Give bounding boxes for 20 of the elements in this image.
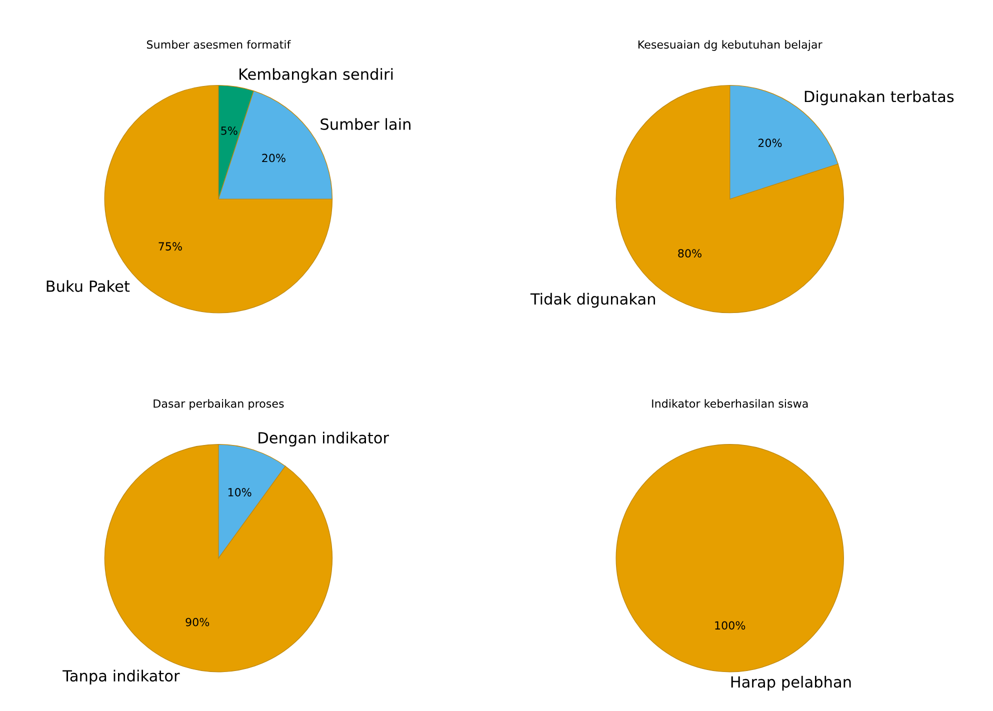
data-label: 5% <box>221 126 238 135</box>
chart-title: Indikator keberhasilan siswa <box>652 399 808 408</box>
data-label: 90% <box>186 618 210 626</box>
chart-title: Dasar perbaikan proses <box>154 399 284 410</box>
data-label: 80% <box>678 249 702 258</box>
data-label: 75% <box>158 242 182 251</box>
data-label: 100% <box>715 621 746 630</box>
data-label: 20% <box>262 154 286 162</box>
chart-title: Sumber asesmen formatif <box>146 40 291 49</box>
slice-label: Dengan indikator <box>258 432 390 447</box>
slice-label: Kembangkan sendiri <box>240 68 393 83</box>
data-label: 10% <box>228 488 252 496</box>
slice-label: Tidak digunakan <box>530 292 656 308</box>
slice-label: Buku Paket <box>46 280 130 292</box>
slice-label: Harap pelabhan <box>731 676 851 691</box>
data-label: 20% <box>758 138 782 148</box>
slice-label: Tanpa indikator <box>62 670 180 685</box>
chart-title: Kesesuaian dg kebutuhan belajar <box>638 40 822 51</box>
slice-label: Digunakan terbatas <box>804 90 954 106</box>
slice-label: Sumber lain <box>320 118 410 130</box>
